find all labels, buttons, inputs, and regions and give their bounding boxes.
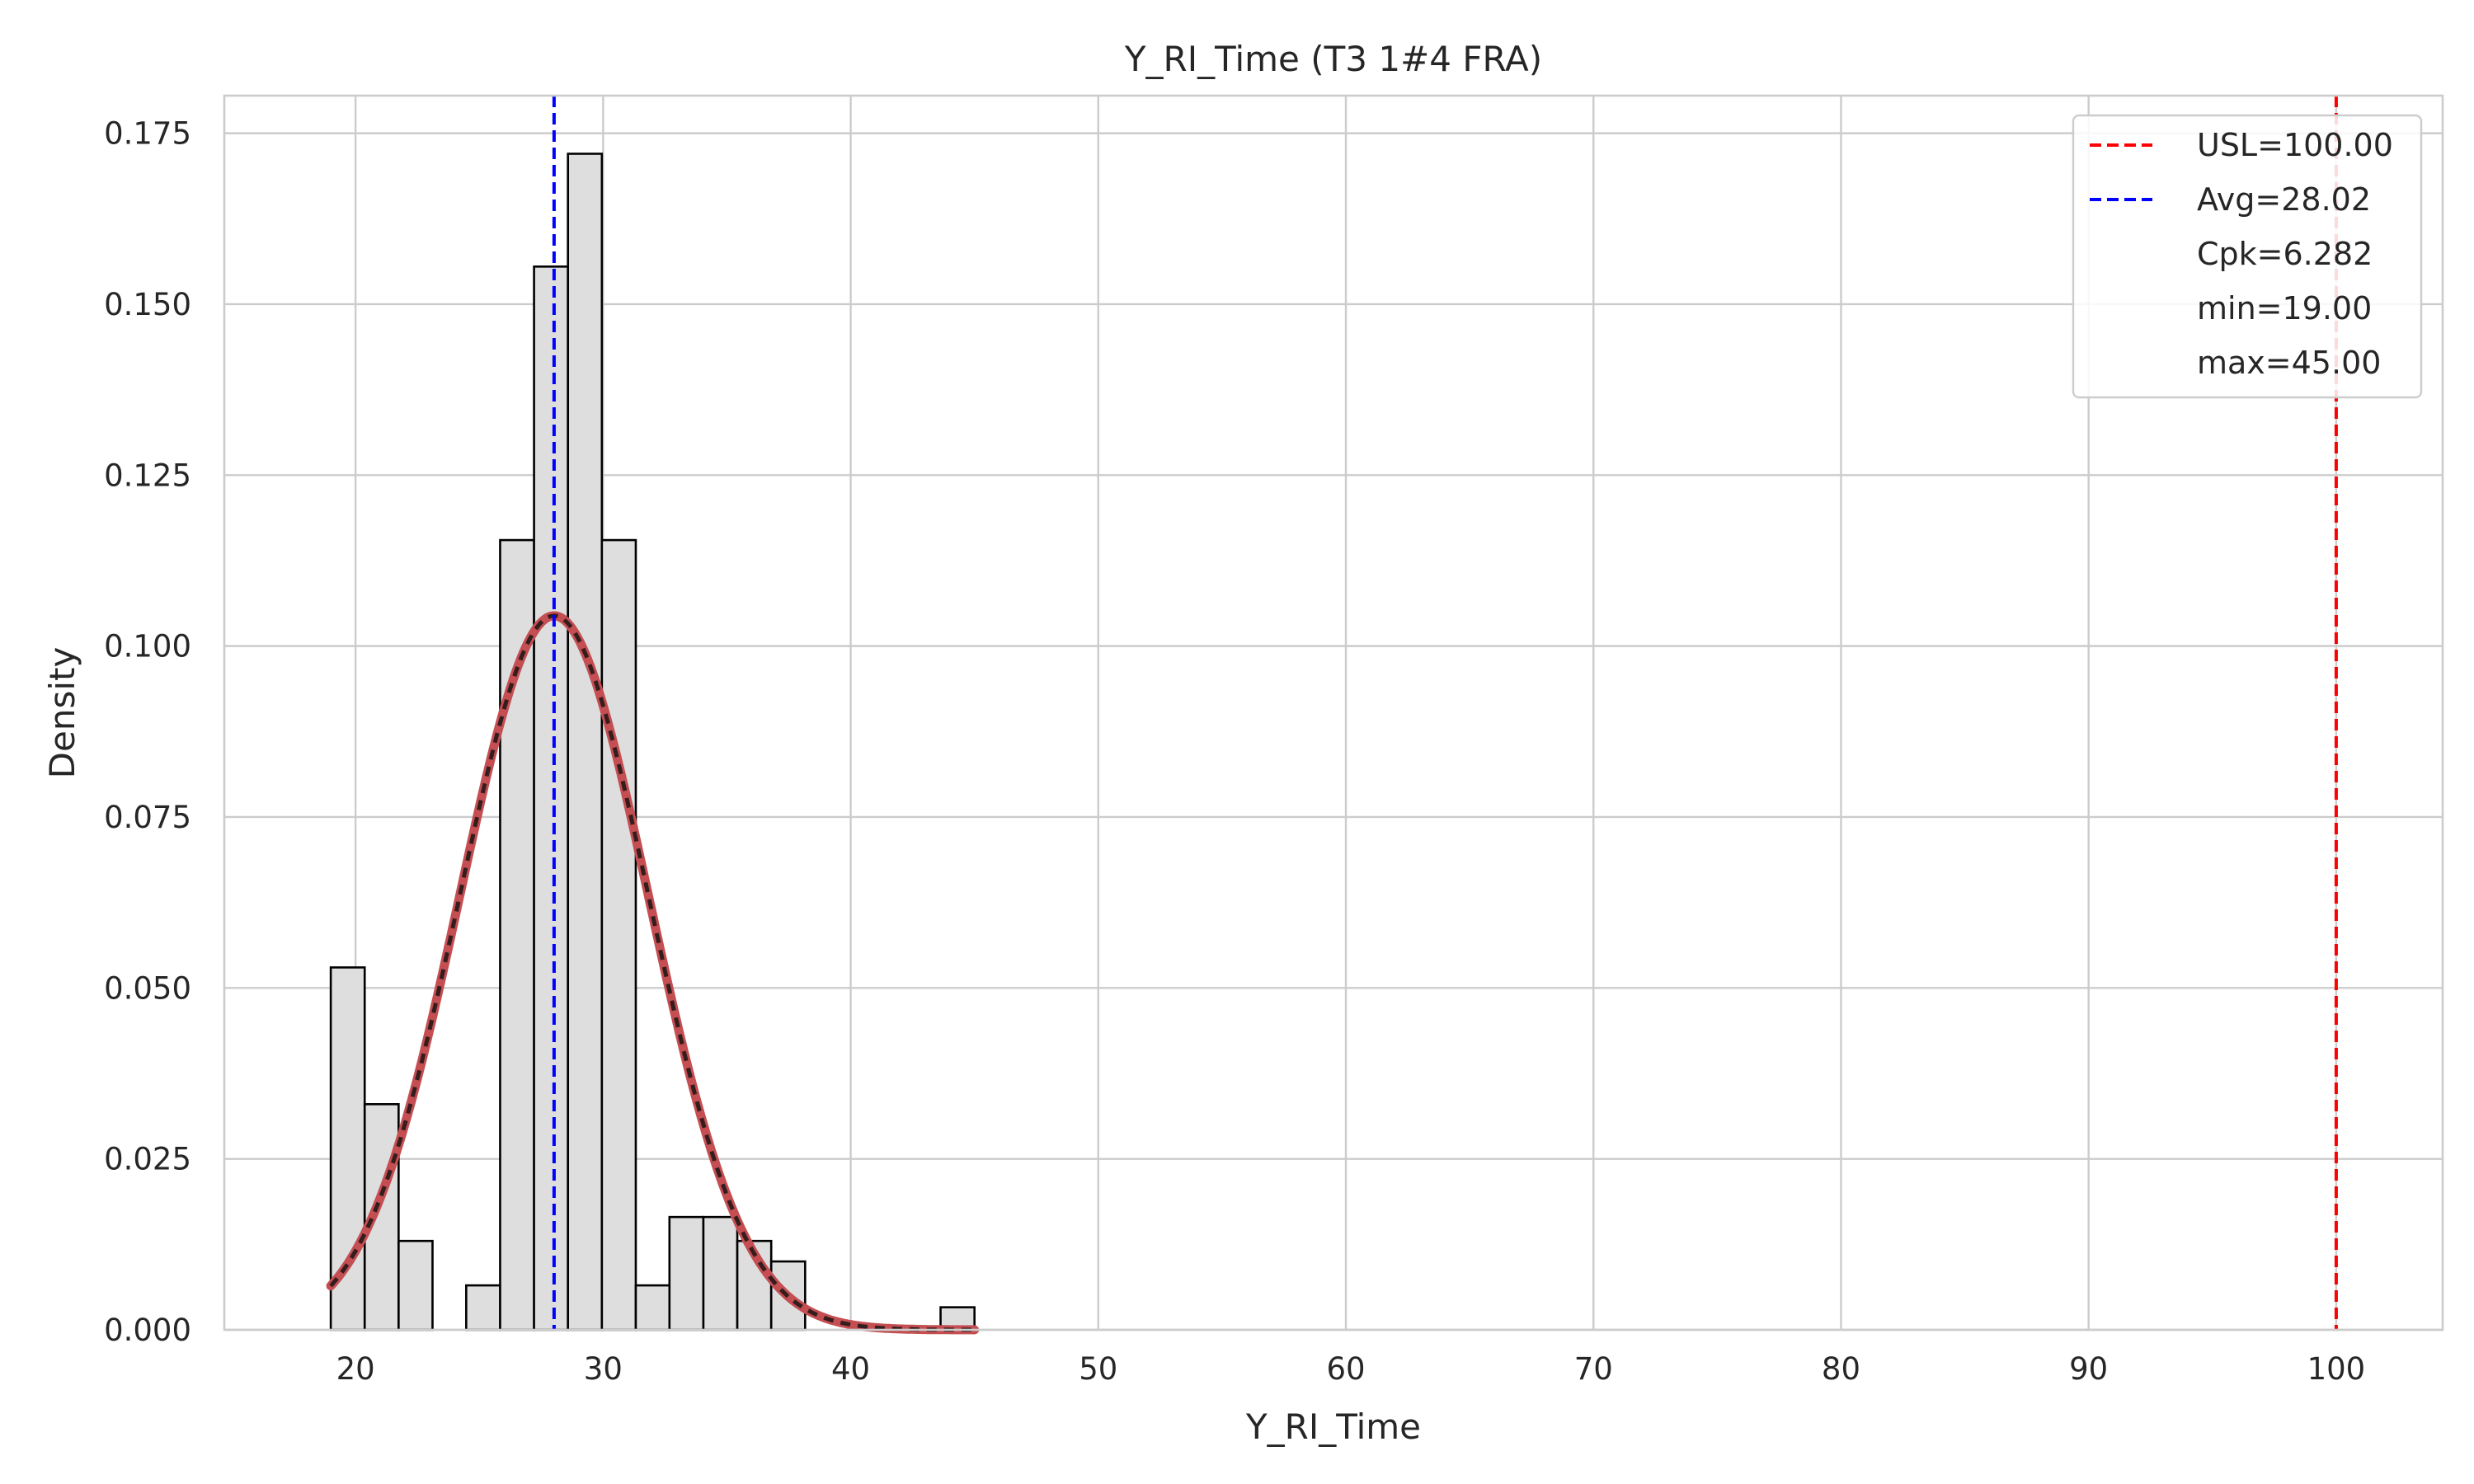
histogram-bar: [533, 265, 570, 1331]
x-tick-label: 70: [1574, 1351, 1613, 1387]
legend-box: [2072, 114, 2423, 399]
histogram-bar: [600, 538, 637, 1331]
y-tick-label: 0.000: [104, 1313, 191, 1348]
legend-entry-label: USL=100.00: [2197, 127, 2393, 163]
x-tick-label: 100: [2307, 1351, 2366, 1387]
x-tick-label: 20: [336, 1351, 375, 1387]
y-tick-label: 0.050: [104, 970, 191, 1006]
y-tick-label: 0.100: [104, 629, 191, 665]
y-tick-label: 0.150: [104, 287, 191, 322]
histogram-bar: [668, 1215, 705, 1331]
x-tick-label: 90: [2069, 1351, 2108, 1387]
y-tick-label: 0.075: [104, 800, 191, 835]
y-tick-labels: 0.000 0.025 0.050 0.075 0.100 0.125 0.150 0.175: [104, 116, 191, 1348]
y-axis-label: Density: [42, 647, 82, 779]
histogram-bar: [702, 1215, 739, 1331]
reference-lines: [552, 96, 2338, 1330]
legend-entry-label: Avg=28.02: [2197, 181, 2371, 218]
y-tick-label: 0.025: [104, 1142, 191, 1177]
x-tick-label: 80: [1822, 1351, 1860, 1387]
legend-entry-label: max=45.00: [2197, 345, 2381, 381]
x-tick-label: 50: [1079, 1351, 1117, 1387]
fit-curve-group: [326, 611, 980, 1335]
x-tick-label: 40: [831, 1351, 870, 1387]
y-tick-label: 0.125: [104, 458, 191, 493]
histogram-bar: [567, 153, 604, 1331]
legend-entry-label: Cpk=6.282: [2197, 236, 2373, 272]
chart-title: Y_RI_Time (T3 1#4 FRA): [1124, 39, 1542, 79]
x-axis-label: Y_RI_Time: [1245, 1407, 1421, 1447]
histogram-bar: [465, 1284, 501, 1331]
legend-entry-label: min=19.00: [2197, 290, 2372, 326]
x-tick-label: 30: [584, 1351, 623, 1387]
y-tick-label: 0.175: [104, 116, 191, 152]
x-tick-label: 60: [1326, 1351, 1365, 1387]
plot-frame: [223, 94, 2444, 1331]
histogram-bar: [634, 1284, 671, 1331]
x-tick-labels: 20 30 40 50 60 70 80 90 100: [336, 1351, 2366, 1387]
histogram-bar: [397, 1239, 434, 1331]
legend: USL=100.00 Avg=28.02 Cpk=6.282 min=19.00 max…: [2072, 114, 2423, 399]
fit-curve-overlay: [329, 613, 975, 1332]
